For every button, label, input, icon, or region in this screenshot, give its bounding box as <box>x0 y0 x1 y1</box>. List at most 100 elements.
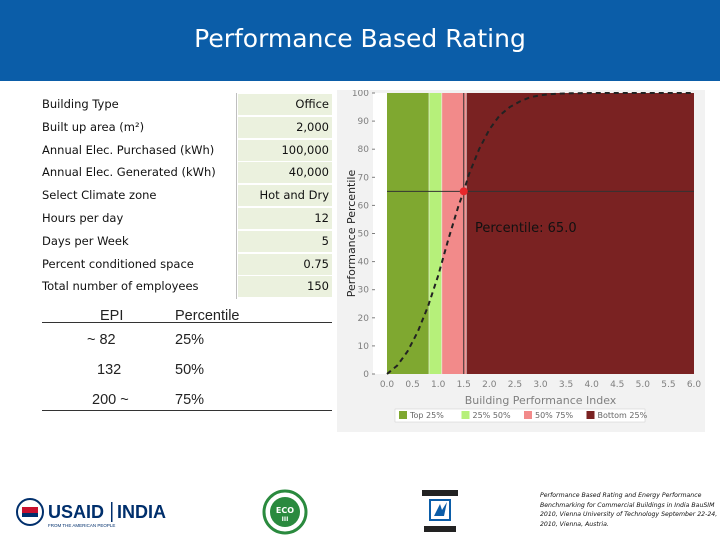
form-row: Hours per day 12 <box>42 208 332 230</box>
x-tick-label: 5.5 <box>661 380 675 390</box>
page-title: Performance Based Rating <box>194 24 526 53</box>
form-row: Annual Elec. Generated (kWh) 40,000 <box>42 162 332 185</box>
x-tick-label: 3.0 <box>533 380 548 390</box>
form-value-field[interactable]: 40,000 <box>238 162 332 185</box>
form-value-field[interactable]: 0.75 <box>238 253 332 276</box>
table-top-rule <box>42 322 332 323</box>
y-tick-label: 100 <box>352 90 369 99</box>
x-tick-label: 6.0 <box>687 380 702 390</box>
y-tick-label: 20 <box>358 314 370 324</box>
form-label: Hours per day <box>42 211 124 225</box>
x-tick-label: 0.5 <box>405 380 419 390</box>
percentile-header: Percentile <box>175 308 240 324</box>
form-value-field[interactable]: 150 <box>238 276 332 299</box>
y-tick-label: 90 <box>358 117 370 127</box>
form-label: Days per Week <box>42 233 129 248</box>
legend-swatch <box>461 411 470 419</box>
eco-sub-text: III <box>282 516 289 523</box>
performance-band <box>441 93 467 374</box>
x-tick-label: 3.5 <box>559 380 573 390</box>
citation-text: Performance Based Rating and Energy Perf… <box>540 492 718 528</box>
logo-bottom-bar <box>424 526 456 532</box>
eco-inner-icon <box>270 497 300 527</box>
usaid-seal-stripe <box>22 507 38 513</box>
legend-label: 25% 50% <box>473 411 512 420</box>
form-label: Percent conditioned space <box>42 256 194 271</box>
percentile-label-box <box>469 212 645 242</box>
form-row: Total number of employees 150 <box>42 276 332 299</box>
form-row: Days per Week 5 <box>42 230 332 253</box>
table-bottom-rule <box>42 410 332 411</box>
lightning-icon <box>434 502 447 516</box>
y-tick-label: 80 <box>358 145 370 155</box>
eco-text: ECO <box>276 506 294 515</box>
performance-band <box>428 93 442 374</box>
form-value-field[interactable]: 12 <box>238 208 332 230</box>
form-value-field[interactable]: Office <box>238 94 332 116</box>
x-tick-label: 2.0 <box>482 380 497 390</box>
form-value-field[interactable]: Hot and Dry <box>238 185 332 208</box>
percentile-curve-line <box>386 92 694 375</box>
y-tick-label: 60 <box>358 201 370 211</box>
form-value-field[interactable]: 2,000 <box>238 116 332 139</box>
percentile-cell: 25% <box>175 332 205 348</box>
logo-divider <box>111 502 113 522</box>
legend-swatch <box>586 411 595 419</box>
plot-margin <box>373 93 387 374</box>
form-value-field[interactable]: 5 <box>238 230 332 253</box>
usaid-india-logo: USAID INDIA FROM THE AMERICAN PEOPLE <box>16 498 166 528</box>
y-axis-label: Performance Percentile <box>345 170 358 298</box>
form-label: Building Type <box>42 97 119 111</box>
form-value-field[interactable]: 100,000 <box>238 139 332 162</box>
y-tick-label: 30 <box>358 286 370 296</box>
form-label: Built up area (m²) <box>42 119 145 134</box>
x-tick-label: 1.0 <box>431 380 446 390</box>
legend-swatch <box>524 411 532 419</box>
x-tick-label: 4.0 <box>585 380 600 390</box>
performance-band <box>387 93 429 374</box>
y-tick-label: 0 <box>363 370 369 380</box>
form-divider <box>236 93 237 299</box>
form-row: Percent conditioned space 0.75 <box>42 253 332 276</box>
form-row: Building Type Office <box>42 94 332 116</box>
x-tick-label: 1.5 <box>457 380 471 390</box>
percentile-label: Percentile: 65.0 <box>475 221 577 236</box>
y-tick-label: 10 <box>358 342 370 352</box>
y-tick-label: 70 <box>358 173 370 183</box>
usaid-seal-stripe <box>22 513 38 517</box>
form-row: Built up area (m²) 2,000 <box>42 116 332 139</box>
form-label: Annual Elec. Purchased (kWh) <box>42 142 215 157</box>
epi-cell: ~ 82 <box>87 332 116 348</box>
percentile-cell: 50% <box>175 362 205 378</box>
form-label: Total number of employees <box>42 279 199 294</box>
eco-iii-logo: ECO III <box>262 489 308 535</box>
x-tick-label: 5.0 <box>636 380 651 390</box>
india-text: INDIA <box>117 502 166 522</box>
legend-label: Top 25% <box>409 411 444 420</box>
x-axis-label: Building Performance Index <box>465 394 617 407</box>
logo-top-bar <box>422 490 458 496</box>
usaid-tagline: FROM THE AMERICAN PEOPLE <box>48 523 115 528</box>
form-label: Select Climate zone <box>42 188 157 203</box>
epi-percentile-table: EPI Percentile ~ 82 25% 132 50% 200 ~ 75… <box>42 308 332 411</box>
epi-cell: 132 <box>97 362 122 378</box>
legend-label: 50% 75% <box>535 411 574 420</box>
form-row: Annual Elec. Purchased (kWh) 100,000 <box>42 139 332 162</box>
legend-box <box>394 408 646 423</box>
form-label: Annual Elec. Generated (kWh) <box>42 165 216 180</box>
percentile-marker-point <box>459 187 468 196</box>
x-tick-label: 4.5 <box>610 380 624 390</box>
usaid-text: USAID <box>48 502 104 522</box>
ministry-logo <box>422 490 458 532</box>
performance-chart: 0 10 20 30 40 50 60 70 80 90 100 0.0 0.5 1.0 1.5 2.0 2.5… <box>345 90 702 423</box>
y-tick-label: 50 <box>358 230 370 240</box>
x-tick-label: 2.5 <box>508 380 522 390</box>
percentile-cell: 75% <box>175 392 205 408</box>
epi-cell: 200 ~ <box>92 392 129 408</box>
epi-header: EPI <box>100 308 124 324</box>
y-tick-label: 40 <box>358 258 370 268</box>
title-bar: Performance Based Rating <box>0 0 720 81</box>
form-row: Select Climate zone Hot and Dry <box>42 185 332 208</box>
legend-label: Bottom 25% <box>598 411 648 420</box>
x-tick-label: 0.0 <box>380 380 395 390</box>
